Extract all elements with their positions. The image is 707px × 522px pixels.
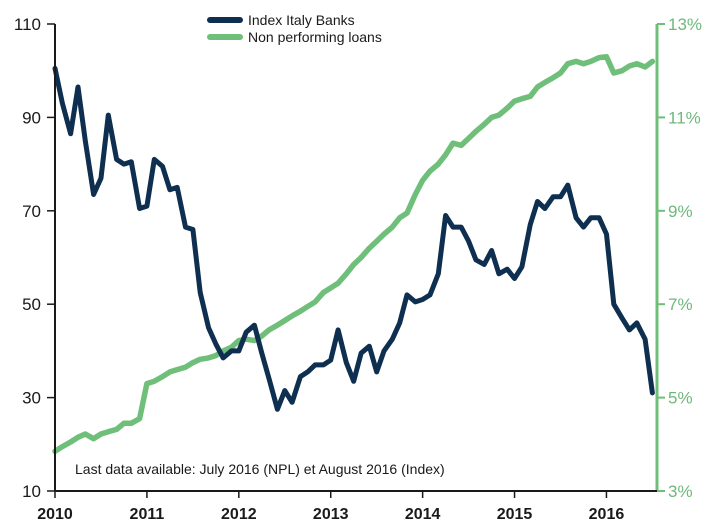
legend-label-index-italy-banks: Index Italy Banks	[248, 12, 355, 28]
x-tick-label: 2016	[589, 506, 625, 522]
y-left-tick-label: 50	[22, 295, 41, 314]
series-line-index-italy-banks	[52, 65, 655, 412]
series-lines	[52, 53, 656, 455]
x-tick-label: 2011	[130, 506, 165, 522]
y-left-tick-label: 90	[22, 108, 41, 127]
x-axis-ticks: 2010 2011 2012 2013 2014 2015 2016	[37, 491, 624, 522]
x-tick-label: 2013	[313, 506, 349, 522]
y-right-tick-label: 9%	[668, 202, 693, 221]
y-left-tick-label: 30	[22, 389, 41, 408]
x-tick-label: 2010	[37, 506, 73, 522]
series-line-non-performing-loans	[52, 53, 656, 455]
y-right-tick-label: 5%	[668, 389, 693, 408]
x-tick-label: 2015	[497, 506, 533, 522]
x-tick-label: 2012	[221, 506, 257, 522]
y-left-tick-label: 70	[22, 202, 41, 221]
x-tick-label: 2014	[405, 506, 441, 522]
y-right-tick-label: 11%	[668, 108, 701, 127]
y-left-tick-label: 10	[22, 482, 41, 501]
y-axis-right-ticks: 3% 5% 7% 9% 11% 13%	[657, 15, 702, 501]
y-right-tick-label: 7%	[668, 295, 693, 314]
y-right-tick-label: 3%	[668, 482, 693, 501]
legend-label-non-performing-loans: Non performing loans	[248, 29, 382, 45]
y-right-tick-label: 13%	[668, 15, 702, 34]
footnote: Last data available: July 2016 (NPL) et …	[75, 461, 445, 477]
y-left-tick-label: 110	[14, 15, 41, 34]
y-axis-left-ticks: 10 30 50 70 90 110	[14, 15, 55, 501]
